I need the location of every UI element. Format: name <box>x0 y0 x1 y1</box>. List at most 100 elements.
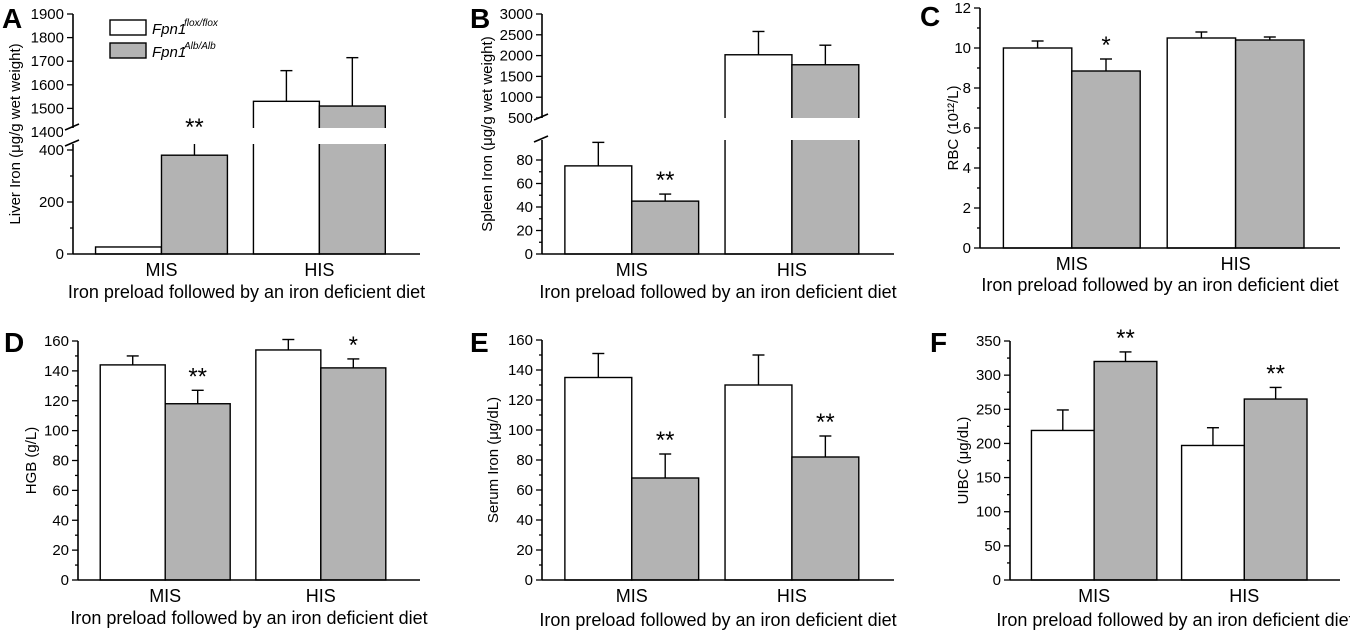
category-label-his: HIS <box>777 586 807 606</box>
panel-f: F ** ** 0 50 100 150 200 250 300 350 MIS HIS Iron pre… <box>930 325 1350 630</box>
y-tick-label: 2500 <box>500 27 533 44</box>
significance-mark: * <box>1101 32 1110 59</box>
y-tick-label: 350 <box>976 333 1001 350</box>
y-tick-label: 60 <box>516 482 533 499</box>
category-label-mis: MIS <box>616 260 648 280</box>
y-tick-label: 2000 <box>500 48 533 65</box>
x-axis-label: Iron preload followed by an iron deficie… <box>70 608 427 628</box>
y-axis-label: Serum Iron (μg/dL) <box>485 397 502 523</box>
legend-label-series2: Fpn1 <box>152 44 186 61</box>
y-tick-label: 500 <box>508 110 533 127</box>
bar-his-series2 <box>1234 39 1305 249</box>
panel-label: F <box>930 327 947 358</box>
bar-mis-series2 <box>164 403 231 581</box>
y-tick-label: 60 <box>516 176 533 193</box>
y-tick-label: 1600 <box>31 77 64 94</box>
legend-superscript-series2: Alb/Alb <box>183 41 216 52</box>
y-tick-label: 20 <box>52 542 69 559</box>
axis-break-mark <box>64 123 80 131</box>
y-axis-label: HGB (g/L) <box>23 427 40 495</box>
y-tick-label: 100 <box>44 423 69 440</box>
panel-label: D <box>4 327 24 358</box>
y-tick-label: 0 <box>525 246 533 263</box>
y-tick-label: 200 <box>976 435 1001 452</box>
y-tick-label: 40 <box>52 512 69 529</box>
y-tick-label: 1900 <box>31 6 64 23</box>
y-tick-label: 20 <box>516 542 533 559</box>
y-axis-label: UIBC (μg/dL) <box>955 417 972 505</box>
bar-mis-series1 <box>1030 429 1095 581</box>
legend-swatch-series1 <box>109 19 147 36</box>
bar-mis-series1 <box>99 364 166 581</box>
y-tick-label: 400 <box>39 142 64 159</box>
y-tick-label: 0 <box>525 572 533 589</box>
y-tick-label: 1400 <box>31 124 64 141</box>
axis-break-mark <box>533 113 549 121</box>
y-tick-label: 0 <box>56 246 64 263</box>
bar-his-series1 <box>1180 444 1245 581</box>
legend-swatch-series2 <box>109 42 147 59</box>
y-tick-label: 80 <box>516 152 533 169</box>
y-tick-label: 160 <box>44 333 69 350</box>
bar-his-series1 <box>252 100 321 255</box>
y-tick-label: 6 <box>963 120 971 137</box>
y-tick-label: 40 <box>516 512 533 529</box>
y-tick-label: 10 <box>954 40 971 57</box>
panel-label: C <box>920 1 940 32</box>
category-label-mis: MIS <box>1056 254 1088 274</box>
y-tick-label: 160 <box>508 332 533 349</box>
y-tick-label: 140 <box>44 363 69 380</box>
y-tick-label: 4 <box>963 160 971 177</box>
y-tick-label: 50 <box>984 538 1001 555</box>
y-tick-label: 120 <box>44 393 69 410</box>
y-axis-label: Liver Iron (μg/g wet weight) <box>7 43 24 224</box>
y-tick-label: 2 <box>963 200 971 217</box>
bar-mis-series1 <box>564 165 633 255</box>
category-label-his: HIS <box>1221 254 1251 274</box>
category-label-his: HIS <box>1229 586 1259 606</box>
bar-mis-series2 <box>631 200 700 255</box>
x-axis-label: Iron preload followed by an iron deficie… <box>539 282 896 302</box>
y-tick-label: 0 <box>963 240 971 257</box>
y-tick-label: 150 <box>976 470 1001 487</box>
category-label-his: HIS <box>304 260 334 280</box>
y-tick-label: 0 <box>61 572 69 589</box>
y-tick-label: 60 <box>52 482 69 499</box>
bar-his-series2 <box>1243 398 1308 581</box>
y-tick-label: 100 <box>976 504 1001 521</box>
legend-label-series1: Fpn1 <box>152 21 186 38</box>
y-axis-label: Spleen Iron (μg/g wet weight) <box>479 36 496 231</box>
y-tick-label: 1700 <box>31 53 64 70</box>
y-tick-label: 100 <box>508 422 533 439</box>
significance-mark: ** <box>188 363 207 390</box>
y-tick-label: 1800 <box>31 30 64 47</box>
bar-mis-series2 <box>1093 360 1158 581</box>
y-tick-label: 80 <box>516 452 533 469</box>
y-tick-label: 8 <box>963 80 971 97</box>
y-tick-label: 200 <box>39 194 64 211</box>
significance-mark: ** <box>1266 360 1285 387</box>
bar-his-series1 <box>724 54 793 255</box>
bar-his-series2 <box>791 456 860 581</box>
panel-label: B <box>470 3 490 34</box>
significance-mark: ** <box>1116 325 1135 352</box>
y-tick-label: 1500 <box>31 100 64 117</box>
y-axis-label: RBC (10¹²/L) <box>945 85 962 170</box>
bar-mis-series1 <box>94 246 163 255</box>
category-label-mis: MIS <box>149 586 181 606</box>
bar-mis-series1 <box>564 376 633 581</box>
category-label-his: HIS <box>777 260 807 280</box>
category-label-mis: MIS <box>1078 586 1110 606</box>
y-tick-label: 3000 <box>500 6 533 23</box>
bar-mis-series2 <box>631 477 700 581</box>
category-label-mis: MIS <box>616 586 648 606</box>
panel-label: E <box>470 327 489 358</box>
x-axis-label: Iron preload followed by an iron deficie… <box>68 282 425 302</box>
category-label-his: HIS <box>306 586 336 606</box>
y-tick-label: 40 <box>516 199 533 216</box>
